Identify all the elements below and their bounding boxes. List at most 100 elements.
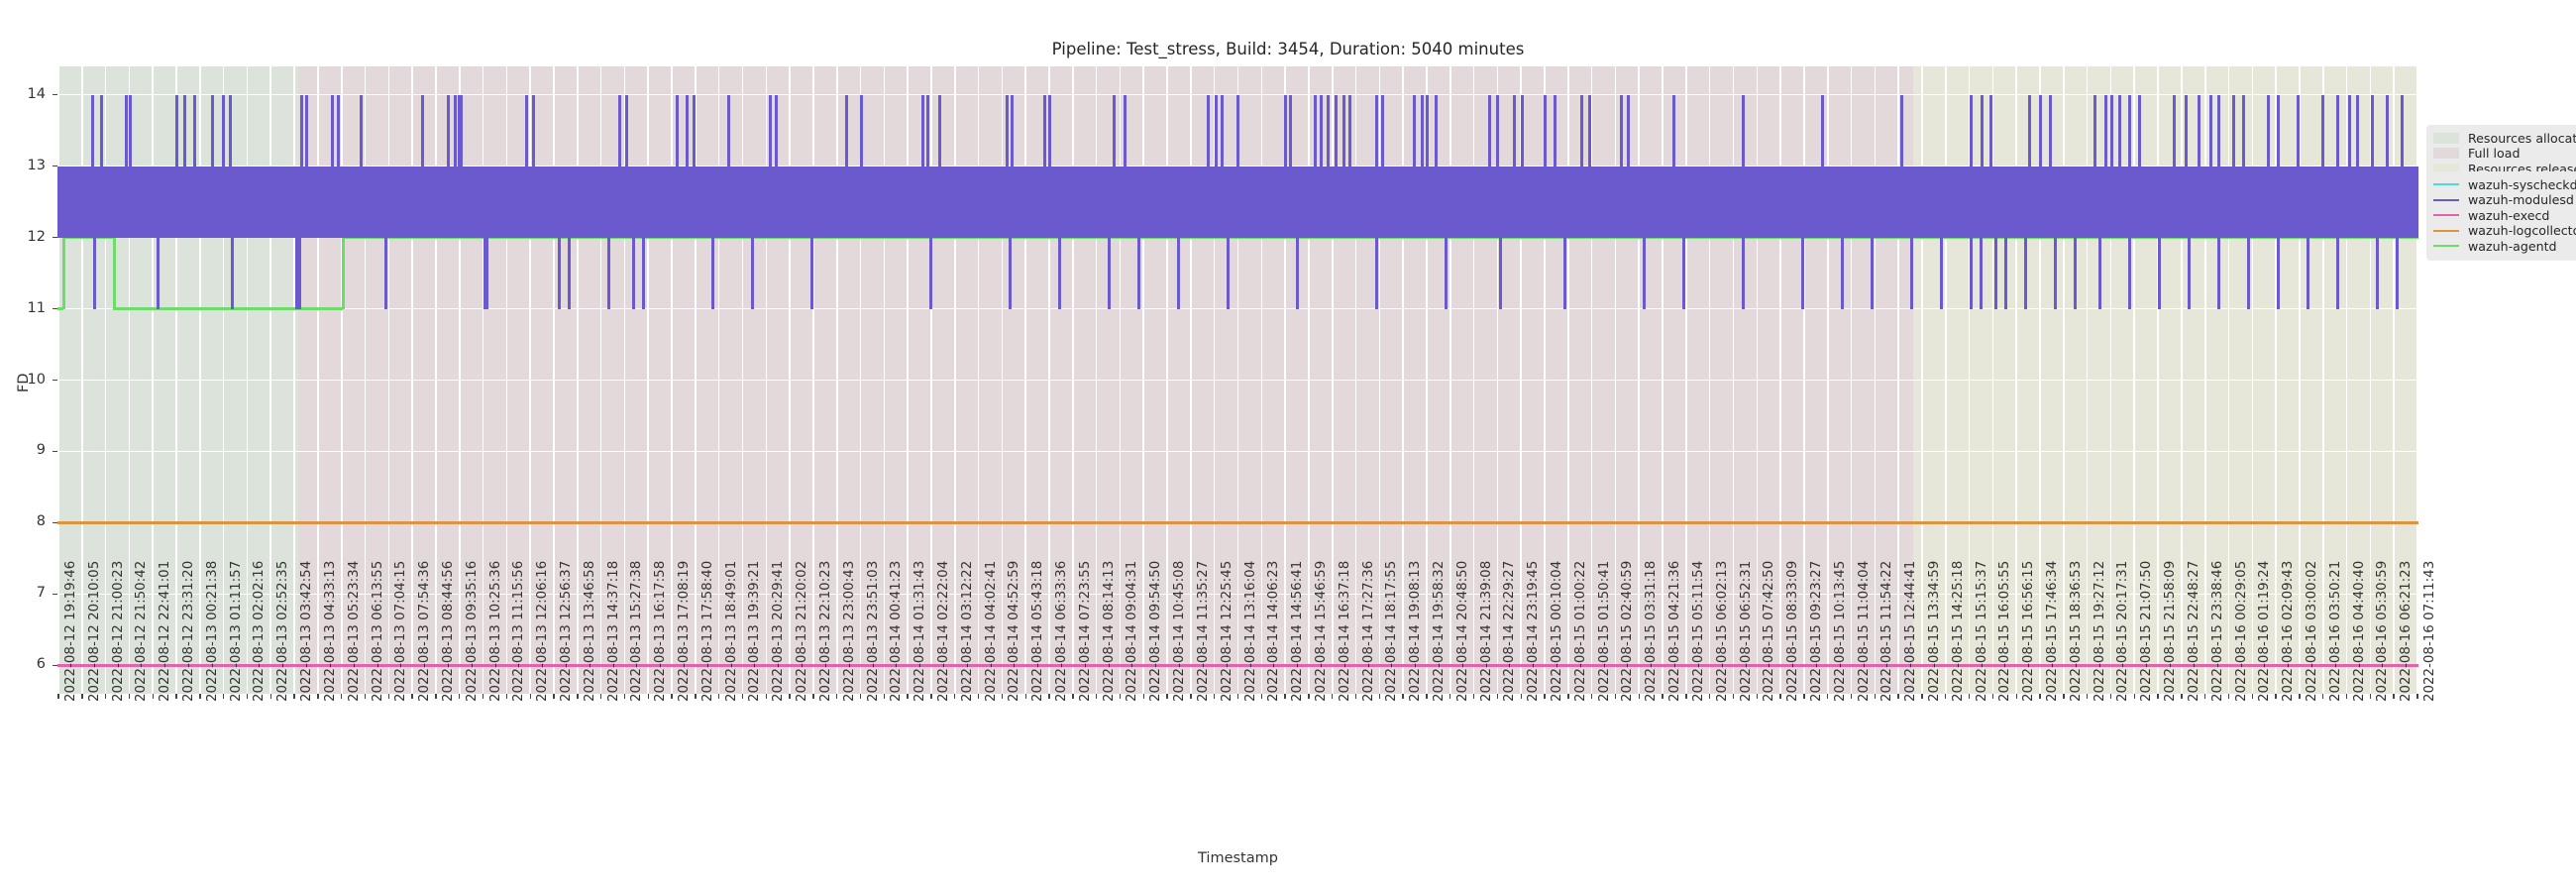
x-tick-mark: [1236, 694, 1239, 699]
x-tick-label: 2022-08-12 19:19:46: [63, 560, 78, 702]
modulesd-spike-up: [1124, 94, 1127, 167]
x-tick-label: 2022-08-13 16:17:58: [653, 560, 669, 702]
x-tick-label: 2022-08-14 11:35:27: [1195, 560, 1211, 702]
x-tick-label: 2022-08-15 16:56:15: [2021, 560, 2037, 702]
x-tick-label: 2022-08-13 02:02:16: [252, 560, 268, 702]
modulesd-spike-up: [1488, 94, 1491, 167]
modulesd-spike-down: [751, 237, 754, 309]
modulesd-spike-down: [231, 237, 234, 309]
x-tick-label: 2022-08-13 02:52:35: [275, 560, 291, 702]
x-tick-mark: [1991, 694, 1994, 699]
execd-line: [57, 663, 2418, 667]
modulesd-spike-up: [229, 94, 232, 167]
y-tick-mark: [53, 94, 57, 96]
modulesd-spike-down: [607, 237, 610, 309]
modulesd-spike-down: [1137, 237, 1140, 309]
x-tick-label: 2022-08-14 09:04:31: [1125, 560, 1140, 702]
x-tick-mark: [2109, 694, 2112, 699]
x-tick-mark: [1190, 694, 1192, 699]
x-tick-mark: [104, 694, 107, 699]
x-tick-mark: [1332, 694, 1334, 699]
x-tick-mark: [812, 694, 814, 699]
x-tick-label: 2022-08-15 11:54:22: [1879, 560, 1895, 702]
modulesd-spike-up: [1236, 94, 1239, 167]
x-tick-mark: [1378, 694, 1381, 699]
modulesd-spike-up: [129, 94, 132, 167]
x-tick-label: 2022-08-15 10:13:45: [1832, 560, 1848, 702]
gridline-horizontal: [57, 94, 2418, 96]
x-tick-label: 2022-08-15 06:52:31: [1738, 560, 1754, 702]
modulesd-spike-up: [1620, 94, 1623, 167]
y-tick-mark: [53, 166, 57, 167]
modulesd-spike-up: [1375, 94, 1378, 167]
x-tick-mark: [1472, 694, 1475, 699]
x-tick-label: 2022-08-15 15:15:37: [1974, 560, 1989, 702]
x-tick-mark: [1590, 694, 1593, 699]
x-tick-label: 2022-08-14 17:27:36: [1360, 560, 1376, 702]
x-tick-label: 2022-08-16 03:00:02: [2304, 560, 2319, 702]
series-wazuh-logcollector: [57, 66, 2418, 694]
gridline-horizontal: [57, 166, 2418, 167]
x-tick-mark: [1048, 694, 1050, 699]
modulesd-spike-up: [305, 94, 308, 167]
x-tick-label: 2022-08-13 09:35:16: [464, 560, 480, 702]
modulesd-spike-up: [2104, 94, 2107, 167]
modulesd-spike-down: [2396, 237, 2399, 309]
modulesd-spike-up: [845, 94, 848, 167]
legend-series-item[interactable]: wazuh-modulesd: [2433, 192, 2576, 208]
x-tick-label: 2022-08-14 04:02:41: [983, 560, 999, 702]
modulesd-spike-up: [1580, 94, 1583, 167]
y-tick-mark: [53, 664, 57, 666]
y-tick-label: 8: [36, 513, 46, 530]
x-tick-mark: [1638, 694, 1640, 699]
x-tick-label: 2022-08-13 14:37:18: [605, 560, 621, 702]
legend-phase-label: Full load: [2468, 146, 2521, 162]
modulesd-spike-up: [775, 94, 778, 167]
legend-series-label: wazuh-logcollector: [2468, 223, 2576, 239]
modulesd-spike-up: [2386, 94, 2389, 167]
x-tick-mark: [1284, 694, 1286, 699]
modulesd-spike-up: [693, 94, 696, 167]
legend-phase-item[interactable]: Full load: [2433, 146, 2576, 162]
modulesd-spike-down: [1940, 237, 1943, 309]
modulesd-spike-up: [2348, 94, 2351, 167]
legend-phase-item[interactable]: Resources allocation: [2433, 131, 2576, 146]
y-tick-label: 6: [36, 656, 46, 673]
modulesd-spike-up: [676, 94, 679, 167]
modulesd-spike-up: [1113, 94, 1116, 167]
x-tick-label: 2022-08-16 00:29:05: [2233, 560, 2249, 702]
modulesd-spike-down: [2004, 237, 2007, 309]
legend-series-item[interactable]: wazuh-syscheckd: [2433, 177, 2576, 192]
agentd-step: [342, 237, 345, 309]
y-tick-label: 13: [27, 157, 46, 173]
modulesd-spike-down: [1980, 237, 1983, 309]
modulesd-spike-down: [157, 237, 160, 309]
gridline-horizontal: [57, 307, 2418, 310]
modulesd-spike-down: [1910, 237, 1913, 309]
x-tick-label: 2022-08-15 23:38:46: [2209, 560, 2225, 702]
legend-series-label: wazuh-modulesd: [2468, 192, 2574, 208]
x-tick-mark: [1142, 694, 1144, 699]
modulesd-spike-up: [686, 94, 689, 167]
x-tick-label: 2022-08-15 17:46:34: [2045, 560, 2061, 702]
modulesd-spike-up: [2185, 94, 2188, 167]
modulesd-spike-up: [1627, 94, 1630, 167]
legend-series-item[interactable]: wazuh-execd: [2433, 208, 2576, 223]
legend-series-line-icon: [2433, 245, 2459, 248]
x-tick-label: 2022-08-12 21:00:23: [110, 560, 126, 702]
x-tick-mark: [2275, 694, 2277, 699]
legend-series-item[interactable]: wazuh-agentd: [2433, 239, 2576, 254]
x-tick-label: 2022-08-13 21:20:02: [795, 560, 810, 702]
modulesd-spike-down: [2098, 237, 2101, 309]
modulesd-spike-up: [2049, 94, 2052, 167]
modulesd-spike-down: [1841, 237, 1844, 309]
modulesd-spike-up: [1215, 94, 1218, 167]
modulesd-spike-up: [1320, 94, 1323, 167]
x-tick-label: 2022-08-15 07:42:50: [1762, 560, 1777, 702]
x-tick-mark: [2227, 694, 2230, 699]
x-tick-label: 2022-08-13 07:54:36: [417, 560, 433, 702]
x-tick-label: 2022-08-14 14:56:41: [1290, 560, 1306, 702]
y-tick-mark: [53, 307, 57, 310]
modulesd-spike-up: [1513, 94, 1516, 167]
legend-series-item[interactable]: wazuh-logcollector: [2433, 223, 2576, 239]
